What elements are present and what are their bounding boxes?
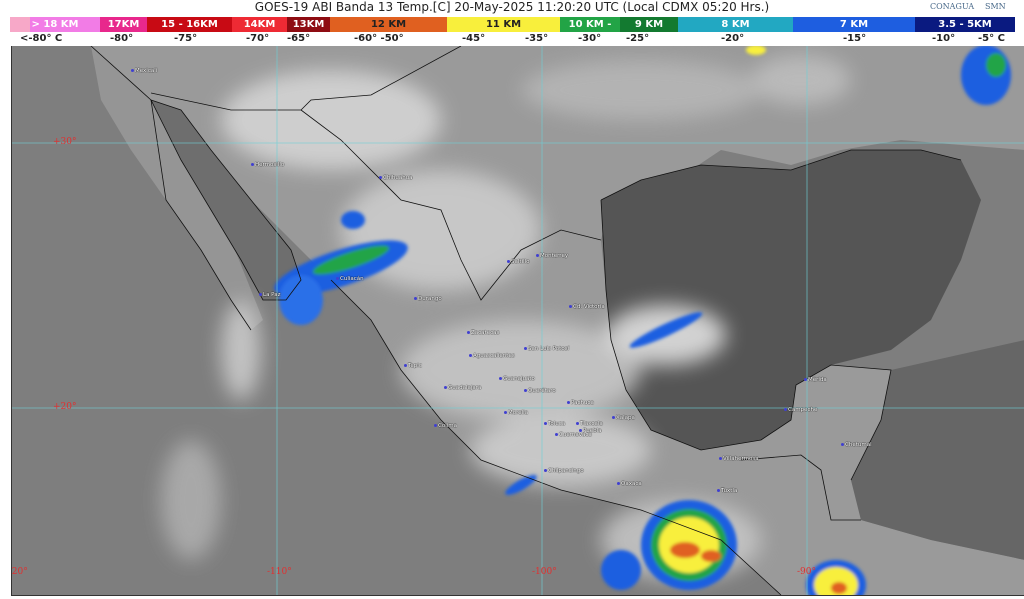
convective-storms	[274, 46, 1011, 595]
city-label: Tuxtla	[717, 488, 737, 494]
legend-band: 9 KM	[620, 17, 678, 32]
city-label: Mexicali	[131, 68, 157, 74]
lat-label: +20°	[53, 402, 77, 412]
legend-temp: -65°	[287, 33, 311, 44]
caribbean-sea	[851, 340, 1024, 560]
coastlines-borders	[90, 46, 962, 595]
legend-temp: -10°	[932, 33, 956, 44]
gulf-of-california	[151, 100, 301, 300]
lat-label: +30°	[53, 137, 77, 147]
legend-temp: -15°	[843, 33, 867, 44]
smn-logo: SMN	[985, 2, 1006, 11]
city-label: Villahermosa	[719, 456, 759, 462]
city-label: San Luis Potosí	[524, 346, 569, 352]
city-label: Hermosillo	[251, 162, 284, 168]
legend-band: 12 KM	[330, 17, 447, 32]
legend-band: > 18 KM	[10, 17, 100, 32]
image-title: GOES-19 ABI Banda 13 Temp.[C] 20-May-202…	[254, 0, 770, 14]
lon-label: -120°	[11, 567, 28, 577]
legend-band: 17KM	[100, 17, 147, 32]
lon-label: -110°	[267, 567, 292, 577]
city-label: Cd. Victoria	[569, 304, 605, 310]
lon-label: -100°	[532, 567, 557, 577]
legend-band: 13KM	[287, 17, 330, 32]
city-label: Campeche	[784, 407, 817, 413]
lon-label: -90°	[797, 567, 816, 577]
city-label: Tepic	[404, 363, 422, 369]
conagua-logo: CONAGUA	[930, 2, 975, 11]
legend-band: 14KM	[232, 17, 287, 32]
city-label: Aguascalientes	[469, 353, 515, 359]
legend-temp: -35°	[525, 33, 549, 44]
city-label: Tlaxcala	[576, 421, 603, 427]
city-label: Chilpancingo	[544, 468, 584, 474]
legend-band: 11 KM	[447, 17, 560, 32]
city-label: Pachuca	[567, 400, 594, 406]
legend-temp: -25°	[626, 33, 650, 44]
lat-lon-grid	[12, 46, 1024, 595]
city-label: Guadalajara	[444, 385, 481, 391]
legend-temp: -5° C	[978, 33, 1005, 44]
gulf-of-mexico	[601, 150, 981, 450]
city-label: Monterrey	[536, 253, 568, 259]
city-label: Zacatecas	[467, 330, 499, 336]
legend-band: 8 KM	[678, 17, 793, 32]
legend-band: 7 KM	[793, 17, 915, 32]
legend-temp: -75°	[174, 33, 198, 44]
city-label: Puebla	[579, 428, 601, 434]
satellite-map: +30° +20° -120° -110° -100° -90° Mexical…	[11, 46, 1024, 596]
legend-temp: <-80° C	[20, 33, 63, 44]
city-label: Morelia	[504, 410, 528, 416]
legend-band: 10 KM -	[560, 17, 620, 32]
city-label: Mérida	[804, 377, 827, 383]
legend-temp: -20°	[721, 33, 745, 44]
city-label: Saltillo	[507, 259, 530, 265]
city-label: Chihuahua	[379, 175, 413, 181]
legend-temp: -80°	[110, 33, 134, 44]
legend-temp: -60° -50°	[354, 33, 404, 44]
legend-band: 15 - 16KM	[147, 17, 232, 32]
city-label: Guanajuato	[499, 376, 535, 382]
cloud-cover	[161, 55, 851, 580]
city-label: Oaxaca	[617, 481, 642, 487]
city-label: Chetumal	[841, 442, 872, 448]
city-label: Xalapa	[612, 415, 635, 421]
land-baja	[91, 46, 263, 330]
city-label: Querétaro	[524, 388, 556, 394]
legend-temp: -70°	[246, 33, 270, 44]
city-label: Toluca	[544, 421, 565, 427]
land-mexico-us	[91, 46, 1024, 595]
city-label: Cuernavaca	[555, 432, 592, 438]
city-label: Culiacán	[336, 276, 364, 282]
city-label: Durango	[414, 296, 442, 302]
city-label: La Paz	[259, 292, 281, 298]
legend-temp: -45°	[462, 33, 486, 44]
legend-band: 3.5 - 5KM	[915, 17, 1015, 32]
city-label: Colima	[434, 423, 457, 429]
satellite-imagery	[12, 46, 1024, 595]
legend-temp: -30°	[578, 33, 602, 44]
